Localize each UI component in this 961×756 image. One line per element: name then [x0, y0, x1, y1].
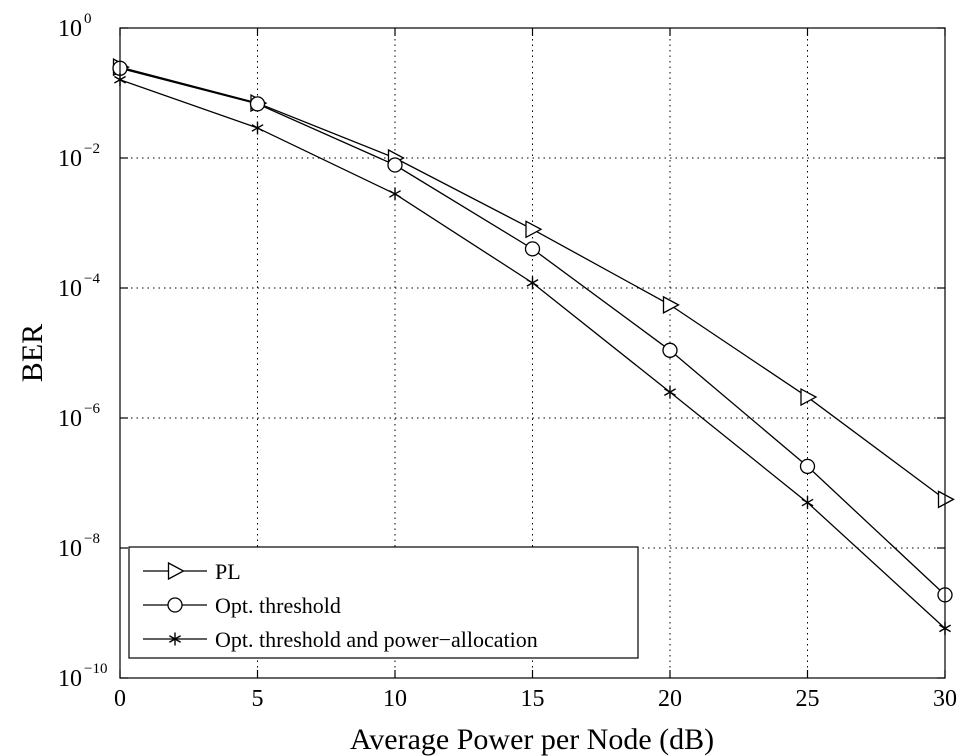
y-tick-exponent: −10 — [84, 661, 107, 677]
y-tick-exponent: −8 — [84, 531, 100, 547]
y-tick-exponent: −4 — [84, 271, 100, 287]
x-tick-label: 0 — [114, 686, 126, 712]
data-point — [251, 121, 264, 135]
y-tick-exponent: −6 — [84, 401, 100, 417]
legend-marker — [169, 632, 181, 646]
y-tick-label: 10 — [58, 536, 82, 562]
data-point — [664, 385, 676, 399]
y-tick-label: 10 — [58, 146, 82, 172]
data-point — [526, 276, 539, 290]
y-tick-exponent: 0 — [84, 11, 92, 27]
x-axis-title: Average Power per Node (dB) — [350, 723, 714, 756]
data-point — [800, 387, 818, 407]
legend: PL Opt. threshold Opt. threshold and power… — [128, 546, 639, 659]
legend-item: Opt. threshold and power−allocation — [143, 627, 538, 652]
data-point — [799, 458, 816, 475]
data-point — [389, 187, 401, 201]
legend-label: PL — [215, 559, 241, 584]
data-point — [801, 496, 814, 510]
legend-marker — [167, 597, 183, 613]
legend-item: PL — [143, 559, 241, 584]
data-point — [525, 220, 543, 239]
x-tick-label: 5 — [252, 686, 264, 712]
x-tick-label: 30 — [933, 686, 957, 712]
legend-marker — [167, 561, 185, 581]
y-tick-exponent: −2 — [84, 141, 100, 157]
y-tick-label: 10 — [58, 666, 82, 692]
series-2 — [112, 60, 953, 603]
x-tick-label: 20 — [658, 686, 682, 712]
y-tick-label: 10 — [58, 16, 82, 42]
x-tick-label: 10 — [383, 686, 407, 712]
data-point — [249, 96, 266, 112]
legend-box — [128, 546, 639, 659]
data-point — [937, 490, 955, 509]
legend-item: Opt. threshold — [143, 593, 341, 618]
data-point — [662, 295, 680, 314]
series-layer — [112, 58, 955, 635]
data-point — [524, 241, 541, 257]
legend-label: Opt. threshold and power−allocation — [215, 627, 538, 652]
y-tick-label: 10 — [58, 406, 82, 432]
y-axis-title: BER — [16, 324, 49, 382]
data-point — [662, 342, 678, 358]
legend-label: Opt. threshold — [215, 593, 341, 618]
x-tick-label: 25 — [796, 686, 820, 712]
y-tick-label: 10 — [58, 276, 82, 302]
x-tick-label: 15 — [521, 686, 545, 712]
data-point — [387, 157, 403, 173]
